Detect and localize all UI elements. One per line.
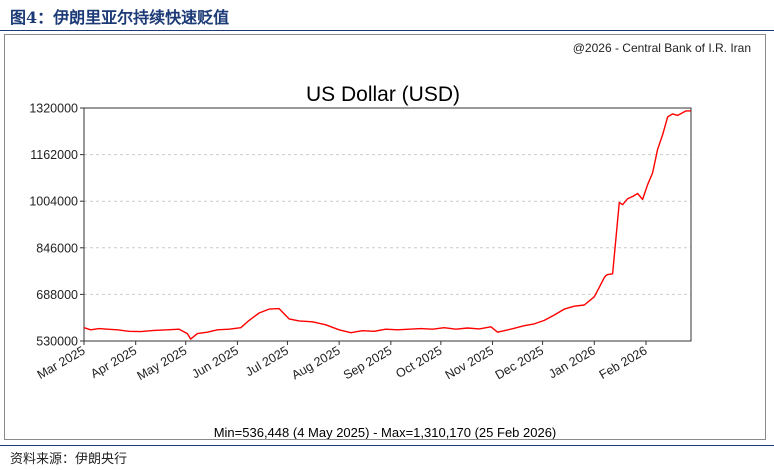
y-axis: 1320000 1162000 1004000 846000 688000 530000 bbox=[29, 102, 84, 349]
y-tick-label: 846000 bbox=[36, 241, 78, 255]
x-tick-label: Aug 2025 bbox=[289, 343, 342, 382]
title-divider bbox=[0, 30, 774, 31]
y-tick-label: 1004000 bbox=[29, 195, 78, 209]
usd-series-line bbox=[83, 110, 691, 340]
y-tick-label: 688000 bbox=[36, 288, 78, 302]
x-tick-label: Feb 2026 bbox=[597, 343, 650, 382]
y-tick-label: 530000 bbox=[36, 335, 78, 349]
x-tick-label: Jul 2025 bbox=[243, 343, 291, 379]
x-tick-label: Jan 2026 bbox=[546, 343, 598, 381]
min-max-note: Min=536,448 (4 May 2025) - Max=1,310,170… bbox=[214, 425, 557, 439]
chart-title: US Dollar (USD) bbox=[306, 83, 460, 106]
x-tick-label: Oct 2025 bbox=[393, 343, 444, 381]
x-tick-label: May 2025 bbox=[135, 343, 190, 383]
x-tick-label: Nov 2025 bbox=[443, 343, 496, 382]
figure-title: 图4：伊朗里亚尔持续快速贬值 bbox=[10, 8, 230, 27]
source-divider bbox=[0, 445, 774, 446]
line-chart: @2026 - Central Bank of I.R. Iran US Dol… bbox=[29, 41, 751, 439]
plot-area bbox=[83, 107, 692, 342]
series-group bbox=[83, 110, 691, 340]
y-tick-label: 1320000 bbox=[29, 102, 78, 116]
gridlines bbox=[84, 154, 691, 295]
source-note: 资料来源：伊朗央行 bbox=[10, 452, 128, 467]
x-tick-label: Sep 2025 bbox=[341, 343, 394, 382]
chart-copyright: @2026 - Central Bank of I.R. Iran bbox=[573, 41, 751, 55]
chart-panel: @2026 - Central Bank of I.R. Iran US Dol… bbox=[4, 34, 766, 440]
y-tick-label: 1162000 bbox=[30, 148, 78, 162]
x-tick-label: Apr 2025 bbox=[88, 343, 139, 381]
x-tick-label: Dec 2025 bbox=[493, 343, 546, 382]
x-tick-label: Mar 2025 bbox=[35, 343, 88, 382]
x-tick-label: Jun 2025 bbox=[189, 343, 241, 381]
